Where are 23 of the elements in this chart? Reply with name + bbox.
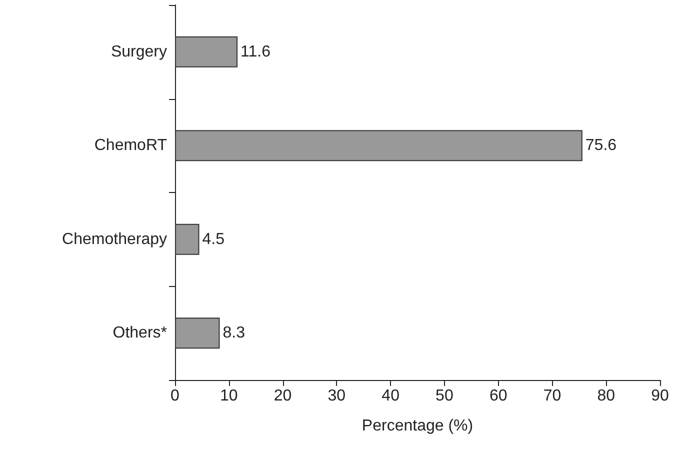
bar [175,36,238,68]
x-tick-label: 90 [651,388,669,404]
x-axis-title: Percentage (%) [362,418,474,434]
y-tick-label: Surgery [110,43,167,60]
x-tick-label: 40 [382,388,400,404]
x-tick-label: 50 [436,388,454,404]
data-label: 75.6 [585,137,617,154]
x-tick-label: 70 [543,388,562,404]
data-label: 11.6 [240,43,271,60]
x-tick-label: 60 [489,388,508,404]
bar [175,224,200,255]
bar [175,318,220,349]
data-label: 8.3 [222,324,246,342]
data-label: 4.5 [202,230,225,248]
y-tick-label: Chemotherapy [62,230,167,248]
x-tick-label: 10 [220,388,238,404]
x-tick-label: 0 [170,388,180,404]
y-tick-label: Others* [112,324,167,342]
bar [175,130,582,162]
x-tick-label: 20 [274,388,292,404]
y-tick-label: ChemoRT [94,137,168,154]
x-tick-label: 80 [597,388,616,404]
x-tick-label: 30 [328,388,346,404]
